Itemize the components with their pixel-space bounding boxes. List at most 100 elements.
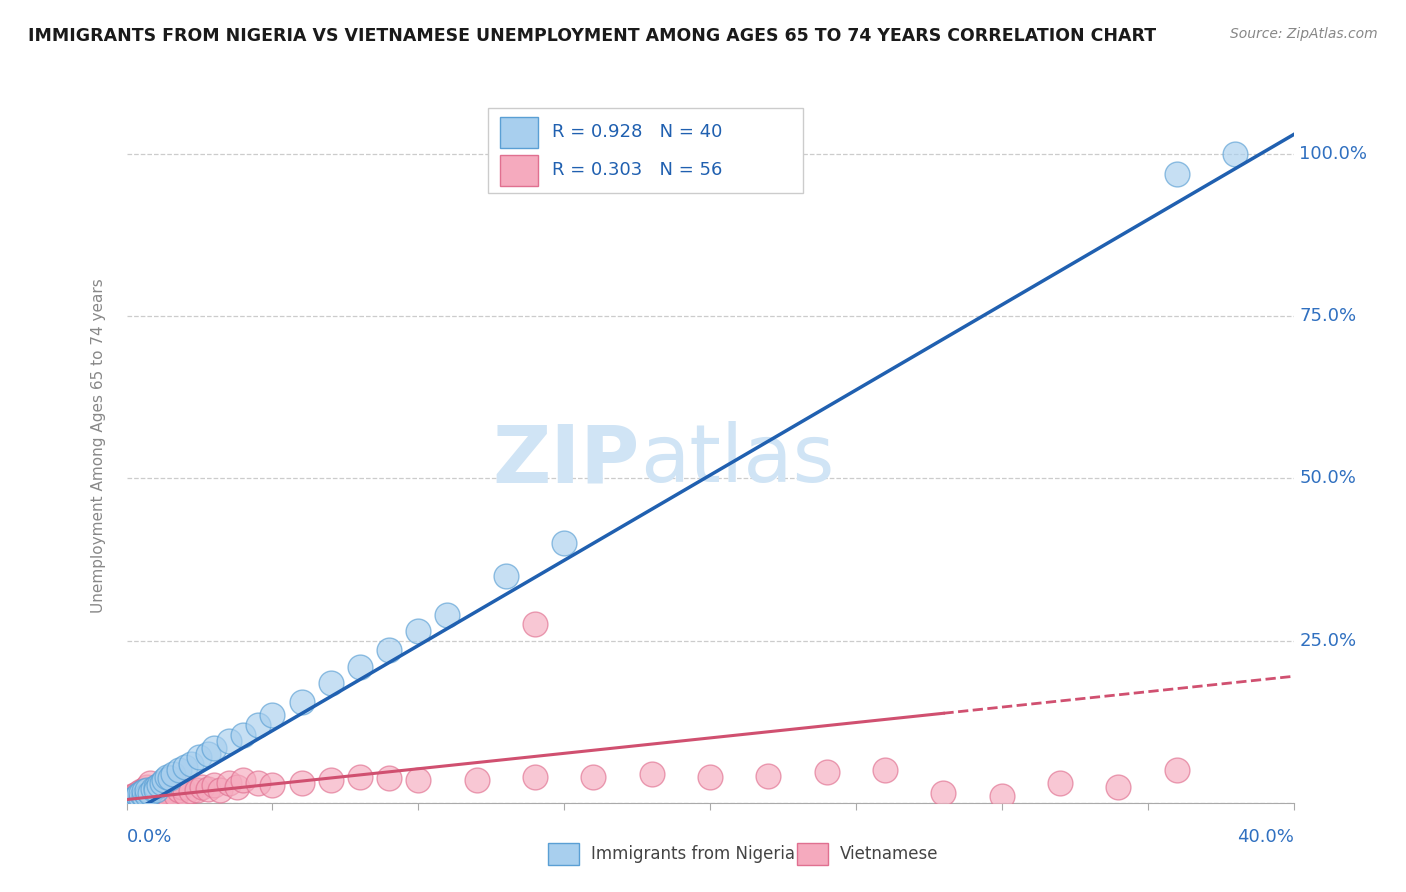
Point [197, 747, 219, 761]
Point [174, 786, 197, 800]
Point [124, 790, 146, 805]
Point [174, 760, 197, 774]
Point [121, 792, 143, 806]
Point [349, 659, 371, 673]
Text: R = 0.303   N = 56: R = 0.303 N = 56 [553, 161, 723, 179]
Point [582, 770, 605, 784]
Point [188, 750, 211, 764]
Point [436, 607, 458, 622]
Point [319, 773, 342, 788]
Text: 75.0%: 75.0% [1299, 307, 1357, 326]
Text: 40.0%: 40.0% [1237, 828, 1294, 846]
Point [148, 786, 170, 800]
Point [349, 770, 371, 784]
Point [129, 784, 152, 798]
Point [218, 776, 240, 790]
Point [127, 790, 149, 805]
Point [145, 782, 167, 797]
Point [232, 728, 254, 742]
Text: R = 0.928   N = 40: R = 0.928 N = 40 [553, 123, 723, 141]
Point [145, 780, 167, 794]
Point [202, 740, 225, 755]
Point [232, 773, 254, 788]
Point [262, 708, 284, 723]
Text: Vietnamese: Vietnamese [839, 845, 938, 863]
Point [124, 788, 146, 802]
Point [875, 764, 897, 778]
Point [226, 780, 249, 794]
Point [167, 782, 190, 797]
FancyBboxPatch shape [488, 109, 803, 193]
Point [319, 675, 342, 690]
Point [990, 789, 1012, 804]
Point [408, 624, 430, 638]
Point [197, 781, 219, 796]
Point [246, 718, 269, 732]
Point [208, 782, 231, 797]
Point [124, 792, 146, 806]
Point [129, 786, 152, 800]
Point [150, 776, 173, 790]
Point [132, 789, 155, 804]
Text: 50.0%: 50.0% [1299, 469, 1357, 487]
Text: Source: ZipAtlas.com: Source: ZipAtlas.com [1230, 27, 1378, 41]
Point [142, 781, 165, 796]
Point [699, 770, 721, 784]
Point [121, 789, 143, 804]
Point [121, 792, 143, 806]
Y-axis label: Unemployment Among Ages 65 to 74 years: Unemployment Among Ages 65 to 74 years [91, 278, 105, 614]
Point [1223, 147, 1246, 161]
Point [156, 770, 179, 784]
Point [408, 773, 430, 788]
Point [150, 789, 173, 804]
Point [495, 568, 517, 582]
Point [162, 766, 184, 780]
Point [145, 782, 167, 797]
Point [132, 782, 155, 797]
Point [170, 780, 193, 794]
Point [756, 768, 779, 782]
Point [1166, 167, 1188, 181]
Point [139, 788, 162, 802]
Point [465, 773, 488, 788]
Point [815, 764, 838, 779]
Point [156, 784, 179, 798]
Point [1108, 780, 1130, 794]
Point [127, 789, 149, 804]
Text: Immigrants from Nigeria: Immigrants from Nigeria [591, 845, 794, 863]
Point [136, 788, 159, 802]
Point [159, 771, 181, 785]
Point [180, 756, 202, 771]
Point [640, 766, 664, 780]
FancyBboxPatch shape [501, 117, 538, 148]
Point [127, 788, 149, 802]
Point [162, 776, 184, 790]
Point [132, 784, 155, 798]
Point [145, 792, 167, 806]
Point [246, 776, 269, 790]
Text: ZIP: ZIP [492, 421, 640, 500]
Point [167, 764, 190, 778]
Point [136, 780, 159, 794]
Point [1049, 776, 1071, 790]
Point [139, 786, 162, 800]
Point [159, 790, 181, 805]
Point [127, 786, 149, 800]
Text: 25.0%: 25.0% [1299, 632, 1357, 649]
Text: 0.0%: 0.0% [127, 828, 172, 846]
Text: IMMIGRANTS FROM NIGERIA VS VIETNAMESE UNEMPLOYMENT AMONG AGES 65 TO 74 YEARS COR: IMMIGRANTS FROM NIGERIA VS VIETNAMESE UN… [28, 27, 1156, 45]
Point [262, 778, 284, 792]
Point [191, 780, 214, 794]
Point [524, 617, 547, 632]
Point [218, 734, 240, 748]
Point [1166, 764, 1188, 778]
Point [290, 776, 312, 790]
Point [129, 792, 152, 806]
Point [139, 776, 162, 790]
Point [153, 780, 176, 794]
Point [932, 786, 955, 800]
FancyBboxPatch shape [501, 155, 538, 186]
Point [186, 782, 208, 797]
Point [524, 770, 547, 784]
Point [136, 782, 159, 797]
